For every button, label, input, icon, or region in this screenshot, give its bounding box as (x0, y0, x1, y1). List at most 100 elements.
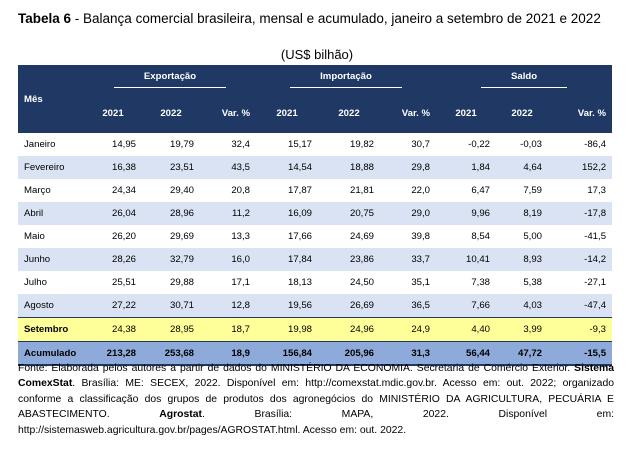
month-cell: Março (18, 179, 84, 202)
value-cell: 17,84 (256, 248, 318, 271)
balance-group-header: Saldo (436, 65, 613, 93)
total-value-cell: 56,44 (436, 341, 497, 366)
month-cell: Julho (18, 271, 84, 294)
value-cell: 39,8 (380, 225, 437, 248)
import-group-header: Importação (256, 65, 437, 93)
value-cell: 24,9 (380, 317, 437, 342)
value-cell: 24,96 (318, 317, 380, 342)
note-bold: Sistema ComexStat (18, 363, 614, 390)
value-cell: 19,98 (256, 317, 318, 342)
value-cell: 24,38 (84, 317, 142, 342)
value-cell: 30,71 (142, 294, 200, 318)
sub-header: 2021 (84, 93, 142, 133)
table-row: Julho 25,51 29,88 17,1 18,13 24,50 35,1 7,38 5,3… (18, 271, 613, 294)
value-cell: 43,5 (200, 156, 256, 179)
value-cell: 7,66 (436, 294, 497, 318)
note-bold: Agrostat (159, 409, 202, 421)
value-cell: 17,87 (256, 179, 318, 202)
value-cell: 32,79 (142, 248, 200, 271)
value-cell: 4,64 (496, 156, 549, 179)
group-header-row: Mês Exportação Importação Saldo (18, 65, 613, 133)
total-value-cell: 253,68 (142, 341, 200, 366)
value-cell: 23,86 (318, 248, 380, 271)
value-cell: 8,93 (496, 248, 549, 271)
source-note: Fonte: Elaborada pelos autores a partir … (18, 361, 614, 438)
sub-header-row: 2021 2022 Var. % 2021 2022 Var. % 2021 2… (18, 93, 613, 133)
unit-label: (US$ bilhão) (280, 47, 354, 62)
value-cell: 18,88 (318, 156, 380, 179)
value-cell: 29,69 (142, 225, 200, 248)
value-cell: -14,2 (548, 248, 613, 271)
value-cell: 16,38 (84, 156, 142, 179)
value-cell: 20,75 (318, 202, 380, 225)
table-row: Fevereiro 16,38 23,51 43,5 14,54 18,88 29,8 1,8… (18, 156, 613, 179)
value-cell: 36,5 (380, 294, 437, 318)
value-cell: 16,0 (200, 248, 256, 271)
value-cell: 14,54 (256, 156, 318, 179)
value-cell: 16,09 (256, 202, 318, 225)
table-row: Abril 26,04 28,96 11,2 16,09 20,75 29,0 9,96 8,1… (18, 202, 613, 225)
sub-header: Var. % (200, 93, 256, 133)
value-cell: 7,38 (436, 271, 497, 294)
value-cell: 19,56 (256, 294, 318, 318)
table-row-highlighted: Setembro 24,38 28,95 18,7 19,98 24,96 24,9 4,40… (18, 317, 613, 342)
value-cell: 20,8 (200, 179, 256, 202)
value-cell: 15,17 (256, 133, 318, 156)
value-cell: 8,19 (496, 202, 549, 225)
sub-header: 2021 (256, 93, 318, 133)
table-title: Tabela 6 - Balança comercial brasileira,… (18, 11, 618, 27)
value-cell: 29,40 (142, 179, 200, 202)
value-cell: -86,4 (548, 133, 613, 156)
value-cell: 33,7 (380, 248, 437, 271)
trade-balance-table: Mês Exportação Importação Saldo 2021 202… (18, 65, 613, 366)
value-cell: 17,3 (548, 179, 613, 202)
note-text: . Brasília: MAPA, 2022. Disponível em: h… (18, 409, 614, 436)
export-group-header: Exportação (84, 65, 256, 93)
total-row: Acumulado 213,28 253,68 18,9 156,84 205,96 31,… (18, 341, 613, 366)
sub-header: 2022 (142, 93, 200, 133)
month-cell: Junho (18, 248, 84, 271)
value-cell: 21,81 (318, 179, 380, 202)
value-cell: 8,54 (436, 225, 497, 248)
month-cell: Setembro (18, 317, 84, 342)
value-cell: 29,8 (380, 156, 437, 179)
value-cell: 30,7 (380, 133, 437, 156)
value-cell: 13,3 (200, 225, 256, 248)
value-cell: 6,47 (436, 179, 497, 202)
value-cell: 18,13 (256, 271, 318, 294)
month-cell: Agosto (18, 294, 84, 318)
value-cell: 24,50 (318, 271, 380, 294)
total-value-cell: 213,28 (84, 341, 142, 366)
value-cell: 17,66 (256, 225, 318, 248)
value-cell: 24,34 (84, 179, 142, 202)
value-cell: 27,22 (84, 294, 142, 318)
value-cell: 19,82 (318, 133, 380, 156)
value-cell: 4,03 (496, 294, 549, 318)
total-value-cell: 47,72 (496, 341, 549, 366)
table-row: Março 24,34 29,40 20,8 17,87 21,81 22,0 6,47 7,5… (18, 179, 613, 202)
value-cell: 26,20 (84, 225, 142, 248)
value-cell: -17,8 (548, 202, 613, 225)
sub-header: 2021 (436, 93, 497, 133)
value-cell: 4,40 (436, 317, 497, 342)
value-cell: 28,95 (142, 317, 200, 342)
table-body: Janeiro 14,95 19,79 32,4 15,17 19,82 30,7 -0,22… (18, 133, 613, 366)
value-cell: -47,4 (548, 294, 613, 318)
table-number: Tabela 6 (18, 11, 72, 26)
total-value-cell: -15,5 (548, 341, 613, 366)
value-cell: -0,03 (496, 133, 549, 156)
value-cell: 18,7 (200, 317, 256, 342)
value-cell: -27,1 (548, 271, 613, 294)
sub-header: Var. % (548, 93, 613, 133)
value-cell: 17,1 (200, 271, 256, 294)
value-cell: 24,69 (318, 225, 380, 248)
month-cell: Janeiro (18, 133, 84, 156)
value-cell: 5,00 (496, 225, 549, 248)
total-value-cell: 156,84 (256, 341, 318, 366)
value-cell: -0,22 (436, 133, 497, 156)
value-cell: 35,1 (380, 271, 437, 294)
value-cell: 28,26 (84, 248, 142, 271)
sub-header: 2022 (318, 93, 380, 133)
value-cell: -41,5 (548, 225, 613, 248)
